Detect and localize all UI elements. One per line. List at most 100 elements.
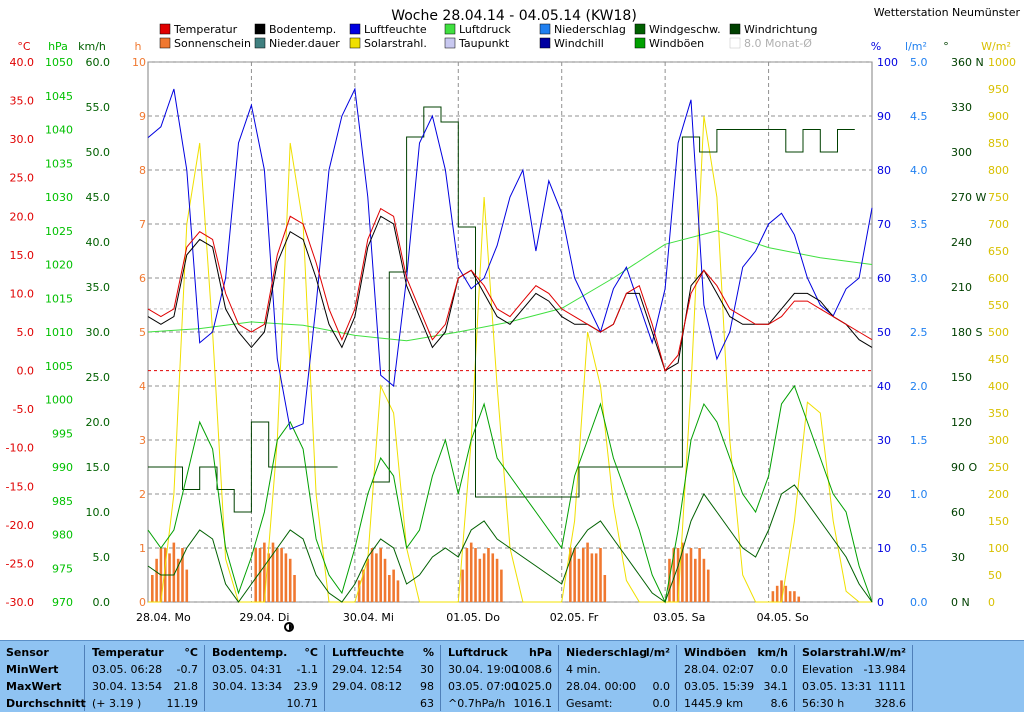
y-tick-label: 200 xyxy=(988,488,1009,501)
legend-label: 8.0 Monat-Ø xyxy=(744,37,812,50)
y-tick-label: 40 xyxy=(877,380,891,393)
y-tick-label: 0.5 xyxy=(910,542,928,555)
series-line-luftfeuchte xyxy=(147,87,873,430)
sunshine-bar xyxy=(569,548,572,602)
y-tick-label: 750 xyxy=(988,191,1009,204)
y-tick-label: 1020 xyxy=(45,259,73,272)
y-tick-label: 240 xyxy=(951,236,972,249)
series-lines xyxy=(147,87,873,604)
y-tick-label: 650 xyxy=(988,245,1009,258)
y-tick-label: 900 xyxy=(988,110,1009,123)
y-tick-label: 5 xyxy=(139,326,146,339)
stats-cell: 30.04. 13:34 xyxy=(212,680,283,693)
y-tick-label: 50 xyxy=(877,326,891,339)
stats-cell: Gesamt: xyxy=(566,697,613,710)
sunshine-bar xyxy=(788,591,792,602)
series-line-bodentemp xyxy=(147,215,873,372)
stats-cell: Temperatur xyxy=(92,646,164,659)
legend-label: Taupunkt xyxy=(458,37,510,50)
y-tick-label: 550 xyxy=(988,299,1009,312)
sunshine-bar xyxy=(780,580,783,602)
stats-cell: 03.05. 15:39 xyxy=(684,680,755,693)
y-tick-label: 60 xyxy=(877,272,891,285)
legend-swatch xyxy=(159,37,171,49)
sunshine-bar xyxy=(254,548,258,602)
legend-swatch xyxy=(729,37,741,49)
y-tick-label: 150 xyxy=(951,371,972,384)
stats-cell: -13.984 xyxy=(863,663,906,676)
y-tick-label: 120 xyxy=(951,416,972,429)
stats-cell: 1025.0 xyxy=(513,680,553,693)
x-tick-label: 04.05. So xyxy=(757,611,809,624)
legend-swatch xyxy=(444,37,456,49)
y-tick-label: 5.0 xyxy=(910,56,928,69)
y-tick-label: 2 xyxy=(139,488,146,501)
sunshine-bar xyxy=(775,585,779,602)
x-tick-label: 28.04. Mo xyxy=(136,611,191,624)
y-tick-label: 3.5 xyxy=(910,218,928,231)
sunshine-bar xyxy=(599,548,602,602)
sunshine-bar xyxy=(706,569,710,602)
y-tick-label: 30 xyxy=(877,434,891,447)
sunshine-bar xyxy=(461,569,464,602)
y-tick-label: 50.0 xyxy=(86,146,111,159)
stats-cell: 21.8 xyxy=(173,680,199,693)
legend-label: Windchill xyxy=(554,37,604,50)
y-tick-label: 50 xyxy=(988,569,1002,582)
y-tick-label: 35.0 xyxy=(10,95,35,108)
sunshine-bar xyxy=(284,553,288,602)
stats-cell: 30.04. 19:00 xyxy=(448,663,519,676)
stats-column-nieder: Niederschlag l/m² 4 min. 28.04. 00:00 0.0 Ges… xyxy=(560,645,677,711)
stats-column-feuchte: Luftfeuchte% 29.04. 12:54 30 29.04. 08:12 98… xyxy=(326,645,441,711)
legend-label: Nieder.dauer xyxy=(269,37,340,50)
stats-cell: Luftdruck xyxy=(448,646,508,659)
stats-cell: 29.04. 08:12 xyxy=(332,680,403,693)
legend-swatch xyxy=(349,37,361,49)
y-tick-label: 40.0 xyxy=(86,236,111,249)
sunshine-bar xyxy=(288,558,292,602)
axis-unit: ° xyxy=(943,40,949,53)
legend-label: Bodentemp. xyxy=(269,23,336,36)
sunshine-bar xyxy=(366,558,370,602)
legend-swatch xyxy=(349,23,361,35)
y-tick-label: -10.0 xyxy=(6,442,34,455)
y-tick-label: 1.0 xyxy=(910,488,928,501)
legend-swatch xyxy=(539,37,551,49)
axis-unit: l/m² xyxy=(905,40,927,53)
sunshine-bar xyxy=(482,553,486,602)
sunshine-bar xyxy=(396,580,400,602)
x-axis-ticks: 28.04. Mo 29.04. Di 30.04. Mi 01.05. Do 02.0… xyxy=(136,611,809,624)
y-tick-label: 450 xyxy=(988,353,1009,366)
legend-swatch xyxy=(159,23,171,35)
stats-cell: ^0.7hPa/h xyxy=(448,697,506,710)
sunshine-bar xyxy=(586,542,589,602)
stats-cell: 1111 xyxy=(878,680,906,693)
y-tick-label: -25.0 xyxy=(6,557,34,570)
stats-cell: 98 xyxy=(420,680,434,693)
series-line-windrichtung xyxy=(148,106,855,513)
sunshine-bar xyxy=(487,548,490,602)
stats-cell: Durchschnitt xyxy=(6,697,86,710)
stats-cell: 1016.1 xyxy=(513,697,553,710)
sunshine-bar xyxy=(362,569,365,602)
stats-cell: 11.19 xyxy=(166,697,199,710)
sunshine-bar xyxy=(155,558,158,602)
y-tick-label: 8 xyxy=(139,164,146,177)
y-tick-label: 2.0 xyxy=(910,380,928,393)
legend-swatch xyxy=(444,23,456,35)
stats-cell: Sensor xyxy=(6,646,49,659)
axis-unit: hPa xyxy=(48,40,68,53)
axis-unit: h xyxy=(135,40,142,53)
y-tick-label: 60.0 xyxy=(86,56,111,69)
y-tick-label: 1 xyxy=(139,542,146,555)
sunshine-bar xyxy=(689,548,693,602)
sunshine-bar xyxy=(590,553,594,602)
chart-title: Woche 28.04.14 - 04.05.14 (KW18) xyxy=(391,8,637,24)
sunshine-bar xyxy=(357,580,361,602)
y-tick-label: 30.0 xyxy=(10,133,35,146)
y-tick-label: 4 xyxy=(139,380,146,393)
stats-cell: 03.05. 04:31 xyxy=(212,663,283,676)
sunshine-bar xyxy=(797,596,801,602)
y-tick-label: 180 S xyxy=(951,326,982,339)
y-tick-label: 10.0 xyxy=(10,287,35,300)
